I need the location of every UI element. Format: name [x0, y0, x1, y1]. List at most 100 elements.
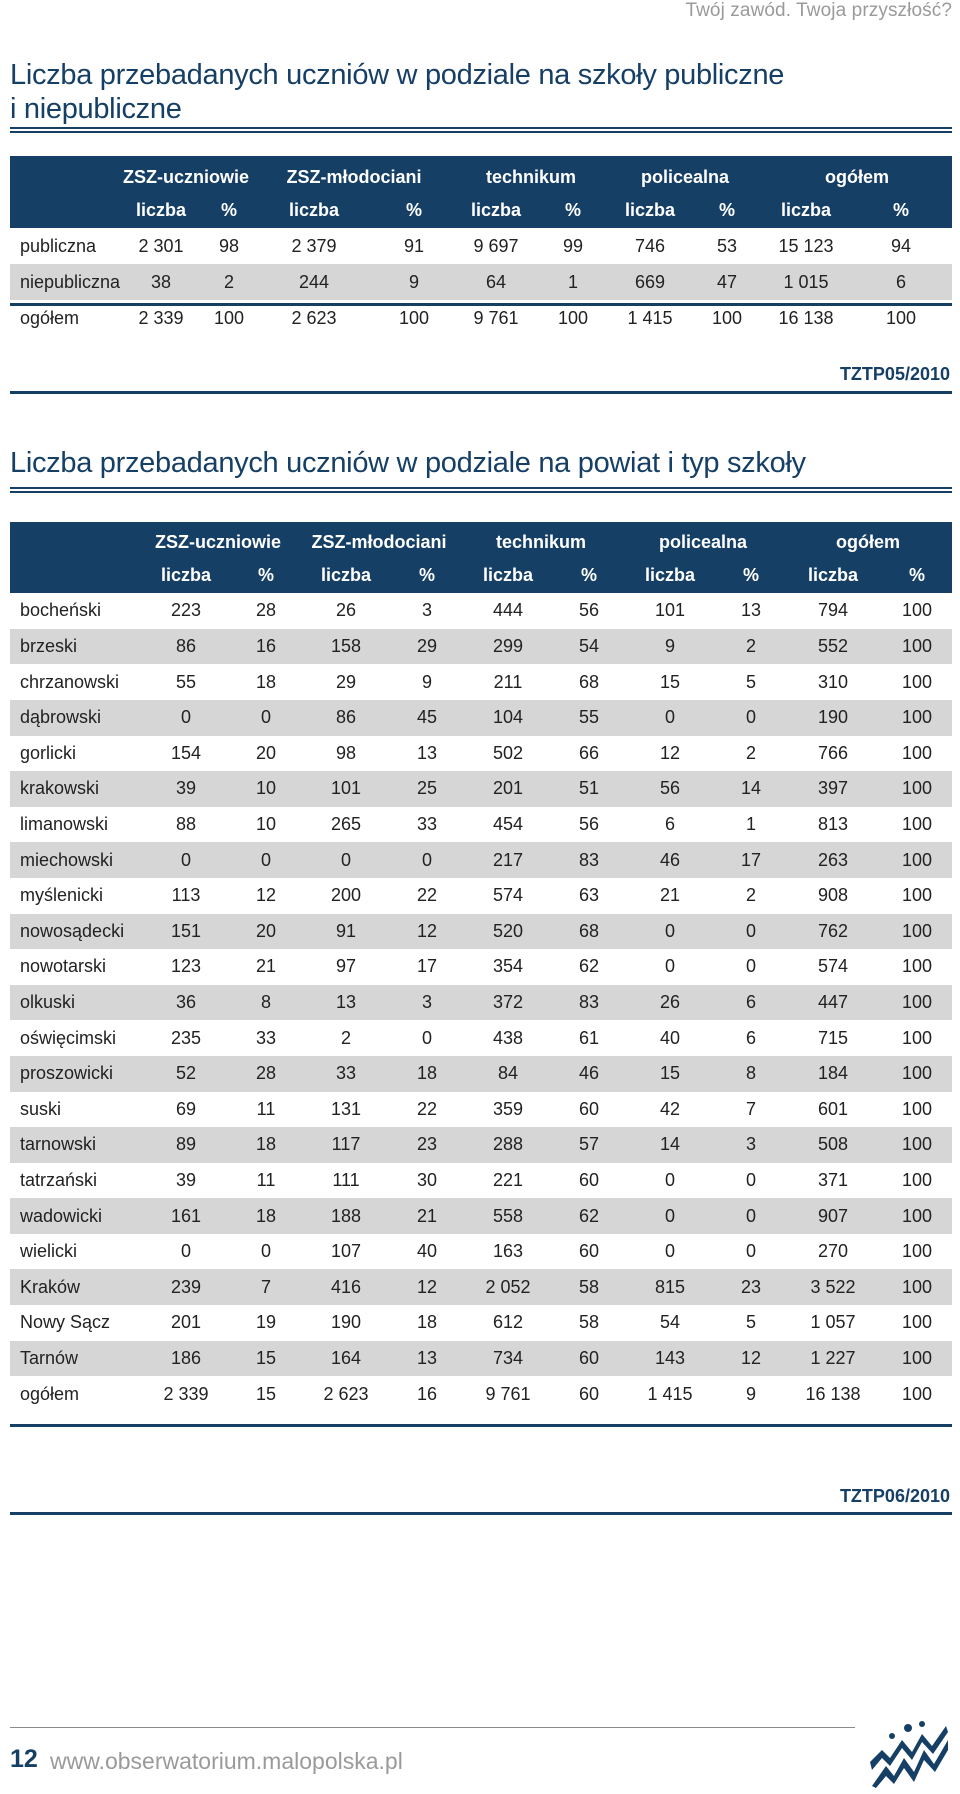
- table-cell: 94: [890, 235, 912, 256]
- table-cell: 11: [256, 1098, 276, 1119]
- table-cell: 100: [882, 1055, 953, 1092]
- table-cell: 100: [901, 1027, 933, 1048]
- table-cell: 100: [882, 1198, 953, 1234]
- table-cell: 6: [745, 1027, 756, 1048]
- table-cell: 151: [138, 913, 234, 950]
- table-cell: 1 015: [762, 264, 850, 300]
- table-cell: 100: [557, 307, 589, 328]
- table-cell: 100: [882, 984, 953, 1021]
- table-cell: 33: [255, 1027, 277, 1048]
- row-label: olkuski: [10, 984, 138, 1021]
- row-label: suski: [20, 1098, 62, 1119]
- table-district: ZSZ-uczniowie ZSZ-młodociani technikum p…: [10, 522, 953, 1412]
- subheader-cell: %: [556, 557, 622, 594]
- table-cell: 88: [175, 814, 197, 835]
- table-row: wielicki 0 0 107 40 163 60 0 0 270 100: [10, 1234, 952, 1270]
- row-label: brzeski: [10, 628, 138, 665]
- table-cell: 91: [298, 913, 394, 950]
- table-cell: 186: [138, 1340, 234, 1377]
- table-row: suski 69 11 131 22 359 60 42 7 601 100: [10, 1092, 952, 1128]
- table-cell: 100: [882, 771, 953, 807]
- table-header-groups: ZSZ-uczniowie ZSZ-młodociani technikum p…: [10, 522, 953, 558]
- table-cell: 2 052: [460, 1269, 556, 1306]
- table-cell: 223: [170, 600, 202, 621]
- table-cell: 86: [138, 628, 234, 665]
- subheader-cell: liczba: [460, 557, 556, 594]
- table-row: publiczna 2 301 98 2 379 91 9 697 99 746 53 15 12…: [10, 228, 952, 264]
- table-cell: 100: [901, 600, 933, 621]
- table-code: TZTP05/2010: [839, 364, 950, 384]
- table-cell: 3: [421, 600, 432, 621]
- table-cell: 61: [578, 1027, 600, 1048]
- table-cell: 15 123: [778, 235, 834, 256]
- section-divider: [10, 391, 952, 394]
- table-cell: 38: [118, 264, 204, 300]
- table-cell: 98: [335, 742, 357, 763]
- table-cell: 12: [659, 742, 681, 763]
- table-cell: 310: [817, 671, 849, 692]
- subheader-cell: %: [850, 192, 953, 228]
- row-label: proszowicki: [10, 1055, 138, 1092]
- table-row: olkuski 36 8 13 3 372 83 26 6 447 100: [10, 984, 953, 1021]
- table-cell: 12: [394, 1269, 460, 1306]
- table-cell: 100: [901, 742, 933, 763]
- table-cell: 23: [718, 1269, 784, 1306]
- table-cell: 520: [460, 913, 556, 950]
- page-number: 12: [10, 1745, 38, 1773]
- table-cell: 100: [882, 628, 953, 665]
- table-cell: 100: [882, 1269, 953, 1306]
- table-cell: 0: [664, 956, 675, 977]
- subheader-cell: liczba: [608, 192, 692, 228]
- subheader-cell: %: [394, 557, 460, 594]
- section-title-line-1: Liczba przebadanych uczniów w podziale n…: [10, 59, 785, 91]
- row-label: ogółem: [20, 1383, 80, 1404]
- table-cell: 2: [718, 628, 784, 665]
- table-cell: 15: [234, 1340, 298, 1377]
- table-cell: 397: [784, 771, 882, 807]
- table-cell: 16: [416, 1383, 438, 1404]
- table-cell: 715: [817, 1027, 849, 1048]
- table-cell: 746: [634, 235, 666, 256]
- table-cell: 5: [745, 671, 756, 692]
- table-cell: 60: [578, 1241, 600, 1262]
- table-cell: 601: [817, 1098, 849, 1119]
- table-cell: 6: [664, 814, 675, 835]
- table-cell: 9: [745, 1383, 756, 1404]
- table-cell: 36: [138, 984, 234, 1021]
- table-cell: 217: [460, 842, 556, 878]
- table-row: Tarnów 186 15 164 13 734 60 143 12 1 227 100: [10, 1340, 953, 1377]
- table-cell: 0: [234, 842, 298, 878]
- table-row: dąbrowski 0 0 86 45 104 55 0 0 190 100: [10, 699, 953, 736]
- table-cell: 0: [234, 699, 298, 736]
- table-cell: 0: [622, 699, 718, 736]
- table-cell: 0: [718, 1198, 784, 1234]
- table-cell: 190: [784, 699, 882, 736]
- table-cell: 53: [716, 235, 738, 256]
- table-row: Nowy Sącz 201 19 190 18 612 58 54 5 1 057 100: [10, 1305, 952, 1341]
- table-cell: 265: [330, 814, 362, 835]
- table-cell: 0: [622, 1198, 718, 1234]
- row-label: tatrzański: [20, 1169, 98, 1190]
- subheader-cell: liczba: [622, 557, 718, 594]
- subheader-cell: liczba: [454, 192, 538, 228]
- table-row: krakowski 39 10 101 25 201 51 56 14 397 100: [10, 771, 953, 807]
- table-cell: 0: [180, 1241, 191, 1262]
- table-cell: 239: [138, 1269, 234, 1306]
- subheader-cell: %: [692, 192, 762, 228]
- subheader-cell: liczba: [784, 557, 882, 594]
- table-cell: 1 057: [810, 1312, 856, 1333]
- header-group: technikum: [454, 156, 608, 192]
- table-row: proszowicki 52 28 33 18 84 46 15 8 184 100: [10, 1055, 953, 1092]
- table-cell: 100: [901, 671, 933, 692]
- table-cell: 235: [170, 1027, 202, 1048]
- subheader-cell: %: [538, 192, 608, 228]
- table-row: Kraków 239 7 416 12 2 052 58 815 23 3 522 100: [10, 1269, 953, 1306]
- table-cell: 100: [901, 1169, 933, 1190]
- table-cell: 201: [460, 771, 556, 807]
- table-cell: 0: [260, 1241, 271, 1262]
- table-cell: 2 339: [163, 1383, 209, 1404]
- table-cell: 18: [234, 1198, 298, 1234]
- row-label: Kraków: [10, 1269, 138, 1306]
- header-corner: [10, 557, 138, 594]
- table-cell: 908: [817, 885, 849, 906]
